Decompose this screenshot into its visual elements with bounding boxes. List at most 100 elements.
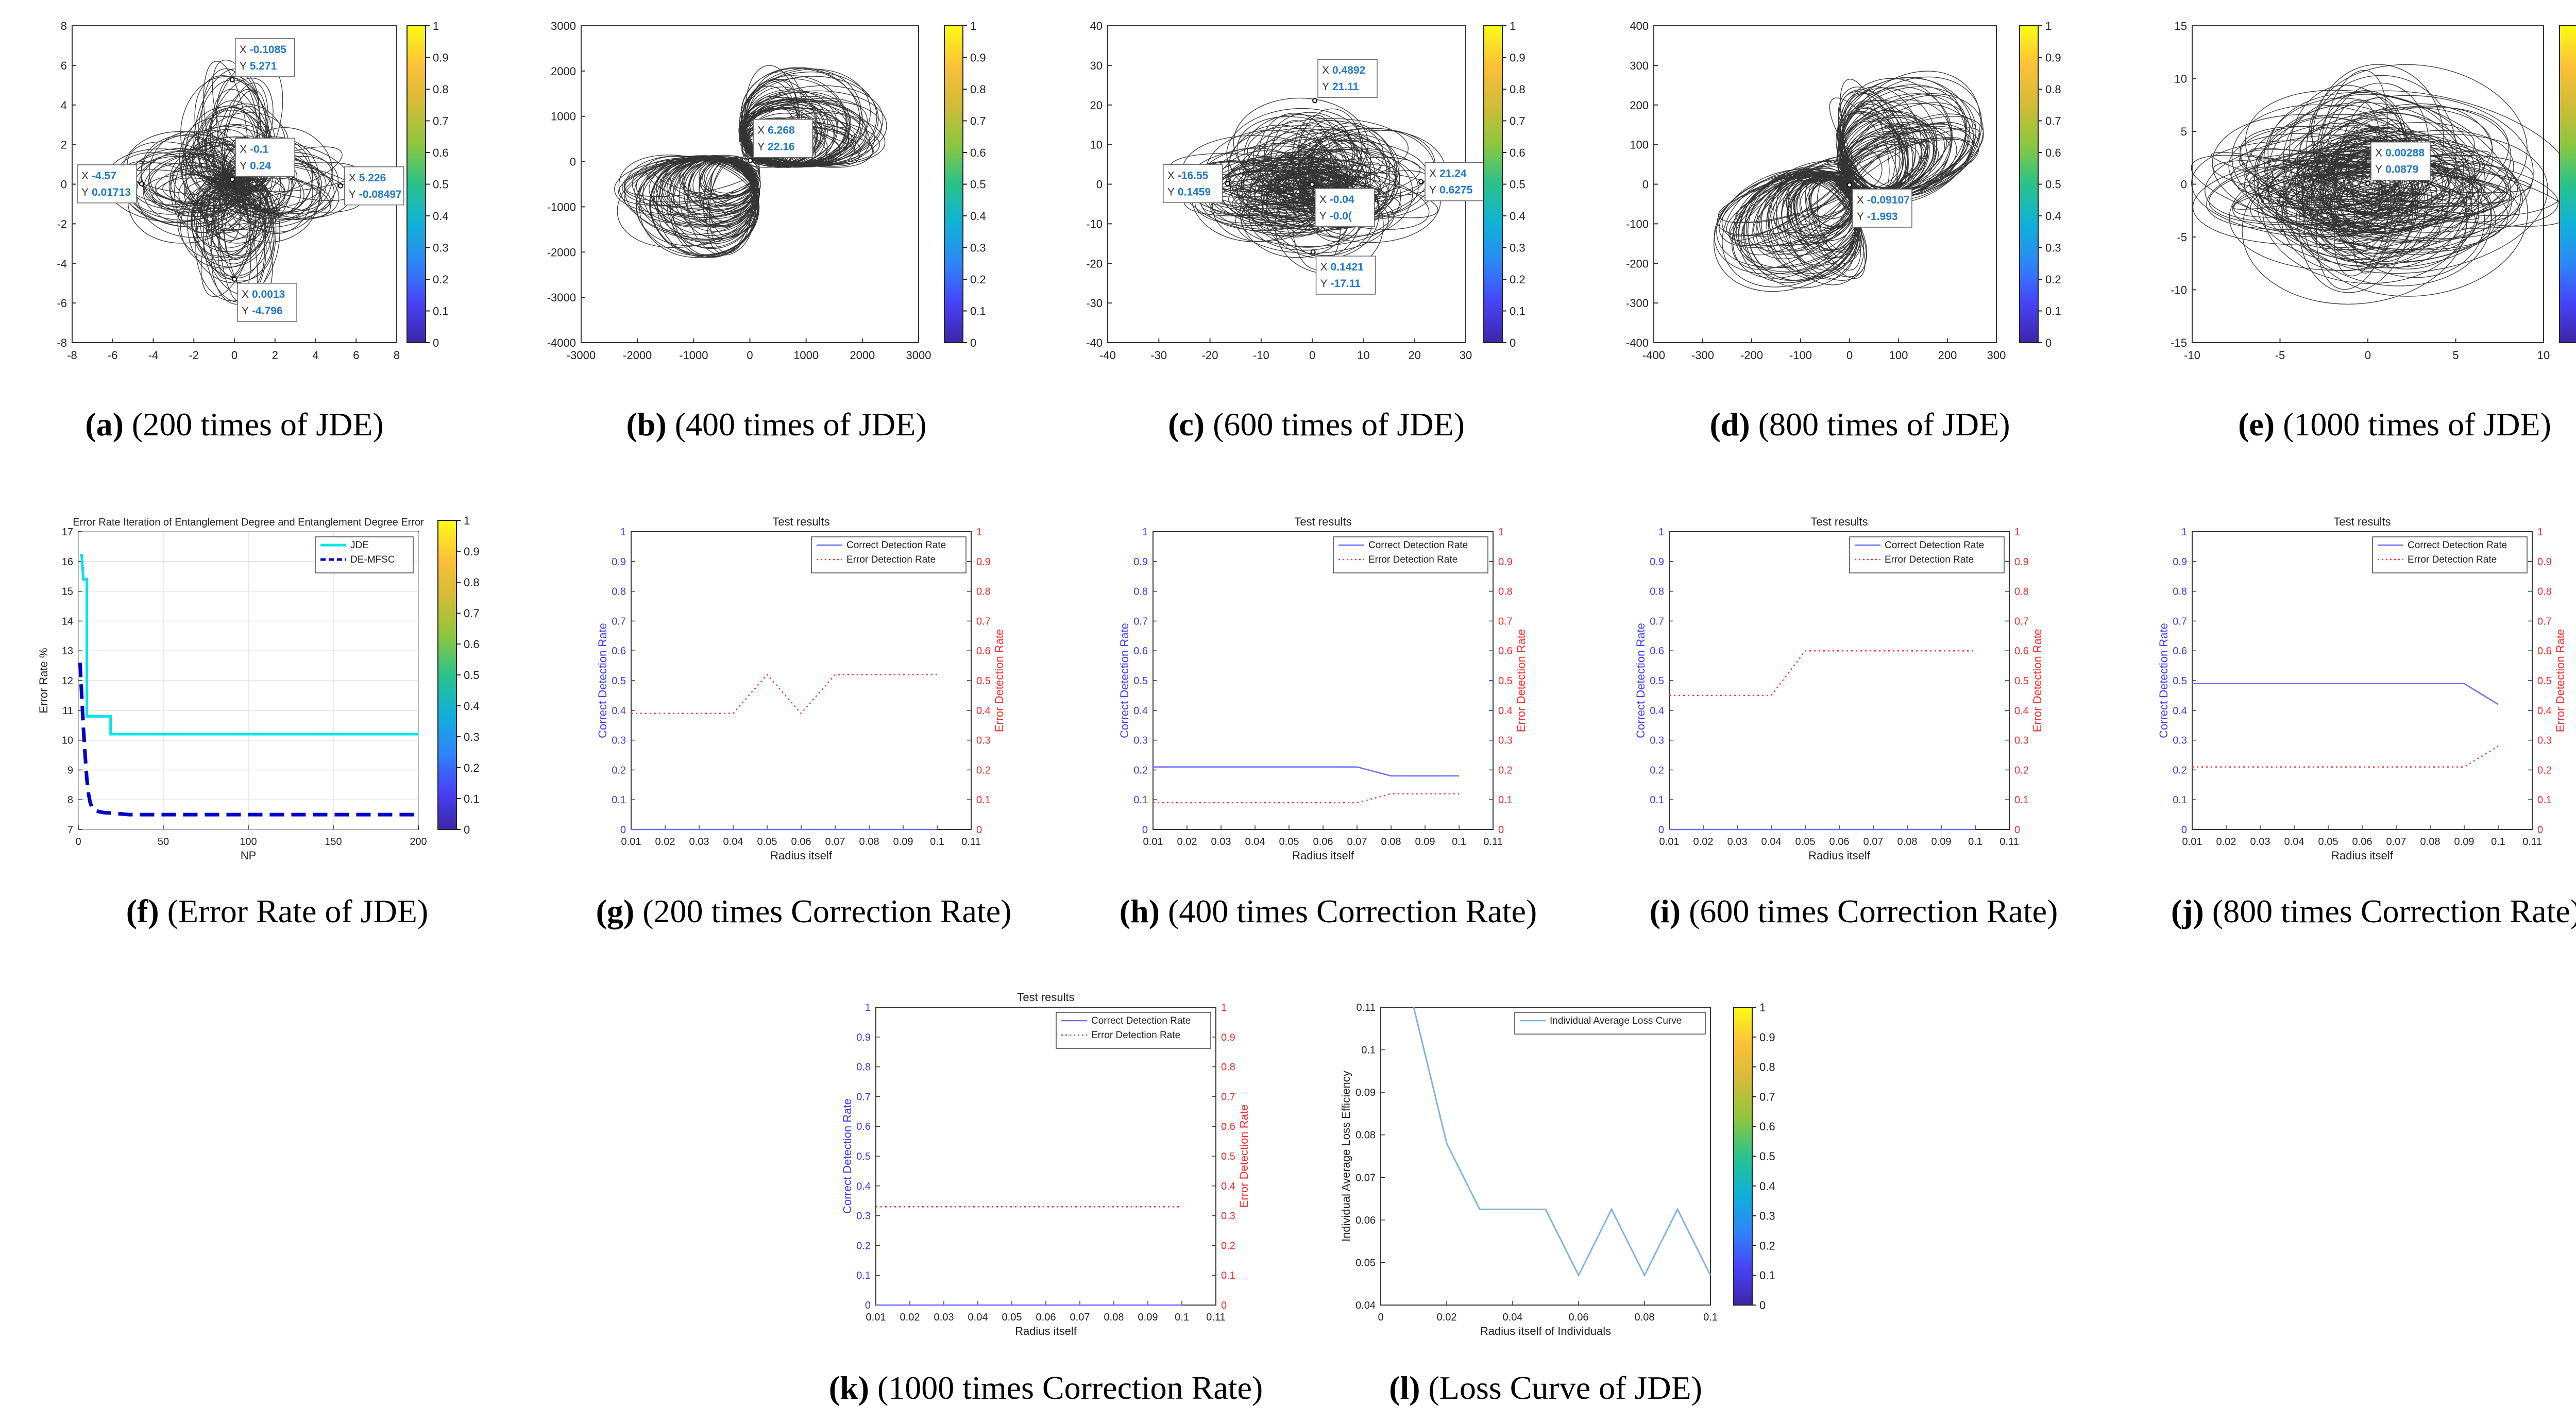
datatip-marker (748, 158, 753, 163)
trajectory-ellipse (2237, 173, 2499, 202)
y-tick-label: 0.4 (2173, 705, 2187, 717)
y-tick-label: -200 (1626, 257, 1649, 270)
panel-g: 0.01 0.02 0.03 0.04 0.05 0.06 0.07 0.08 0.09 0.1 0… (596, 515, 1006, 862)
datatip-box (237, 283, 297, 322)
y-tick-label: 0.4 (1650, 705, 1664, 717)
y-tick-label: 1000 (551, 110, 576, 123)
trajectory-ellipse (670, 156, 757, 258)
y-tick-label: 0.06 (1355, 1215, 1376, 1226)
y2-tick-label: 0.8 (1221, 1062, 1235, 1073)
datatip-box (1163, 164, 1223, 204)
x-tick-label: 0.04 (1245, 836, 1265, 848)
x-tick-label: 0.08 (1897, 836, 1918, 848)
x-tick-label: 0.02 (1177, 836, 1197, 848)
colorbar (2019, 25, 2039, 343)
y-tick-label: 2 (61, 139, 67, 151)
y2-tick-label: 0.2 (2014, 765, 2029, 776)
y-tick-label: 0.6 (2173, 646, 2187, 657)
panel-c: -40 -30 -20 -10 0 10 20 30-40-30-20-10010203040… (1086, 20, 1525, 362)
datatip-y-value: -0.08497 (359, 189, 402, 200)
datatip-marker (139, 181, 145, 187)
datatip-marker (2365, 180, 2371, 186)
x-tick-label: 150 (325, 836, 342, 848)
caption-text: (1000 times of JDE) (2275, 406, 2551, 443)
trajectory-ellipse (1272, 137, 1335, 206)
x-tick-label: 0.05 (2318, 836, 2338, 848)
y-tick-label: 0.6 (1650, 646, 1664, 657)
y-tick-label: 0.1 (856, 1270, 871, 1281)
y-tick-label: 15 (62, 586, 73, 598)
caption-label: (d) (1709, 406, 1750, 443)
y2-tick-label: 0.7 (976, 616, 991, 627)
datatip-x-label: X (240, 143, 247, 155)
colorbar-tick-label: 0.9 (1759, 1031, 1775, 1044)
y2-tick-label: 1 (1498, 527, 1504, 538)
colorbar-tick-label: 0.6 (433, 146, 449, 159)
trajectory-ellipse (683, 159, 756, 199)
colorbar-tick-label: 0.7 (2045, 115, 2061, 128)
y2-tick-label: 0.9 (976, 556, 991, 568)
colorbar-tick-label: 0.9 (2045, 52, 2061, 64)
caption-b: (b) (400 times of JDE) (626, 406, 926, 443)
x-tick-label: 0.11 (1999, 836, 2019, 848)
x-tick-label: 0.11 (961, 836, 980, 848)
x-tick-label: 5 (2452, 349, 2459, 362)
trajectory-ellipse (1836, 77, 1974, 197)
series-line-error-detection-rate (631, 673, 937, 715)
trajectory-ellipse (1728, 163, 1857, 246)
trajectory-ellipse (1282, 154, 1331, 182)
trajectory-ellipse (2283, 112, 2476, 238)
x-tick-label: 0.08 (1635, 1312, 1655, 1323)
y-tick-label: 0.3 (612, 735, 626, 747)
y-tick-label: 0.2 (1650, 765, 1664, 776)
y-tick-label: -15 (2171, 336, 2187, 349)
x-tick-label: 0.02 (900, 1312, 920, 1323)
x-tick-label: 0.1 (1968, 836, 1982, 848)
trajectory-ellipse (2303, 139, 2528, 297)
datatip-marker (1312, 98, 1317, 104)
colorbar-tick-label: 0.6 (2045, 146, 2061, 159)
x-tick-label: 0.02 (1437, 1312, 1457, 1323)
colorbar-tick-label: 0 (970, 336, 976, 349)
y-tick-label: 10 (1090, 139, 1103, 151)
trajectory-ellipse (618, 155, 760, 240)
trajectory-ellipse (1252, 183, 1386, 233)
y-tick-label: 0.5 (856, 1151, 871, 1162)
colorbar-tick-label: 0 (433, 336, 439, 349)
trajectory-ellipse (2313, 171, 2388, 223)
y-tick-label: 0 (1658, 824, 1664, 836)
datatip-x-label: X (240, 44, 247, 56)
datatip-y-value: 0.24 (250, 160, 271, 172)
datatip-x-value: 0.4892 (1332, 64, 1365, 76)
y-tick-label: 0 (2181, 178, 2187, 191)
y-tick-label: 0 (1096, 178, 1103, 191)
legend: Correct Detection Rate Error Detection Ra… (811, 536, 967, 573)
trajectory-ellipse (624, 155, 759, 216)
trajectory-ellipse (662, 157, 757, 227)
trajectory-ellipse (2334, 131, 2479, 269)
panel-d: -400 -300 -200 -100 0 100 200 300-400-300-200-1… (1626, 20, 2061, 362)
legend: Correct Detection Rate Error Detection Ra… (1849, 536, 2005, 573)
datatip-marker (232, 276, 238, 282)
colorbar (406, 25, 426, 343)
x-tick-label: 0.02 (1693, 836, 1714, 848)
trajectory-ellipse (184, 161, 245, 226)
caption-label: (a) (85, 406, 124, 443)
y2-tick-label: 0.6 (2014, 646, 2029, 657)
y2-tick-label: 0.9 (1498, 556, 1513, 568)
datatip-x-label: X (1429, 168, 1436, 180)
x-tick-label: 0.09 (1931, 836, 1952, 848)
caption-label: (k) (829, 1369, 869, 1406)
chart-title: Test results (772, 515, 829, 528)
y-tick-label: 0.1 (1133, 794, 1148, 806)
datatip-x-value: -0.1 (250, 143, 269, 155)
trajectory-ellipse (1837, 93, 1984, 198)
y2-tick-label: 0.2 (976, 765, 991, 776)
caption-f: (f) (Error Rate of JDE) (126, 893, 428, 929)
x-tick-label: 2000 (850, 349, 875, 362)
y-tick-label: 0.1 (1650, 794, 1664, 806)
colorbar-tick-label: 0.9 (970, 52, 986, 64)
caption-text: (1000 times Correction Rate) (869, 1369, 1263, 1406)
y-tick-label: 0.09 (1355, 1087, 1376, 1098)
x-tick-label: 0.04 (2284, 836, 2304, 848)
